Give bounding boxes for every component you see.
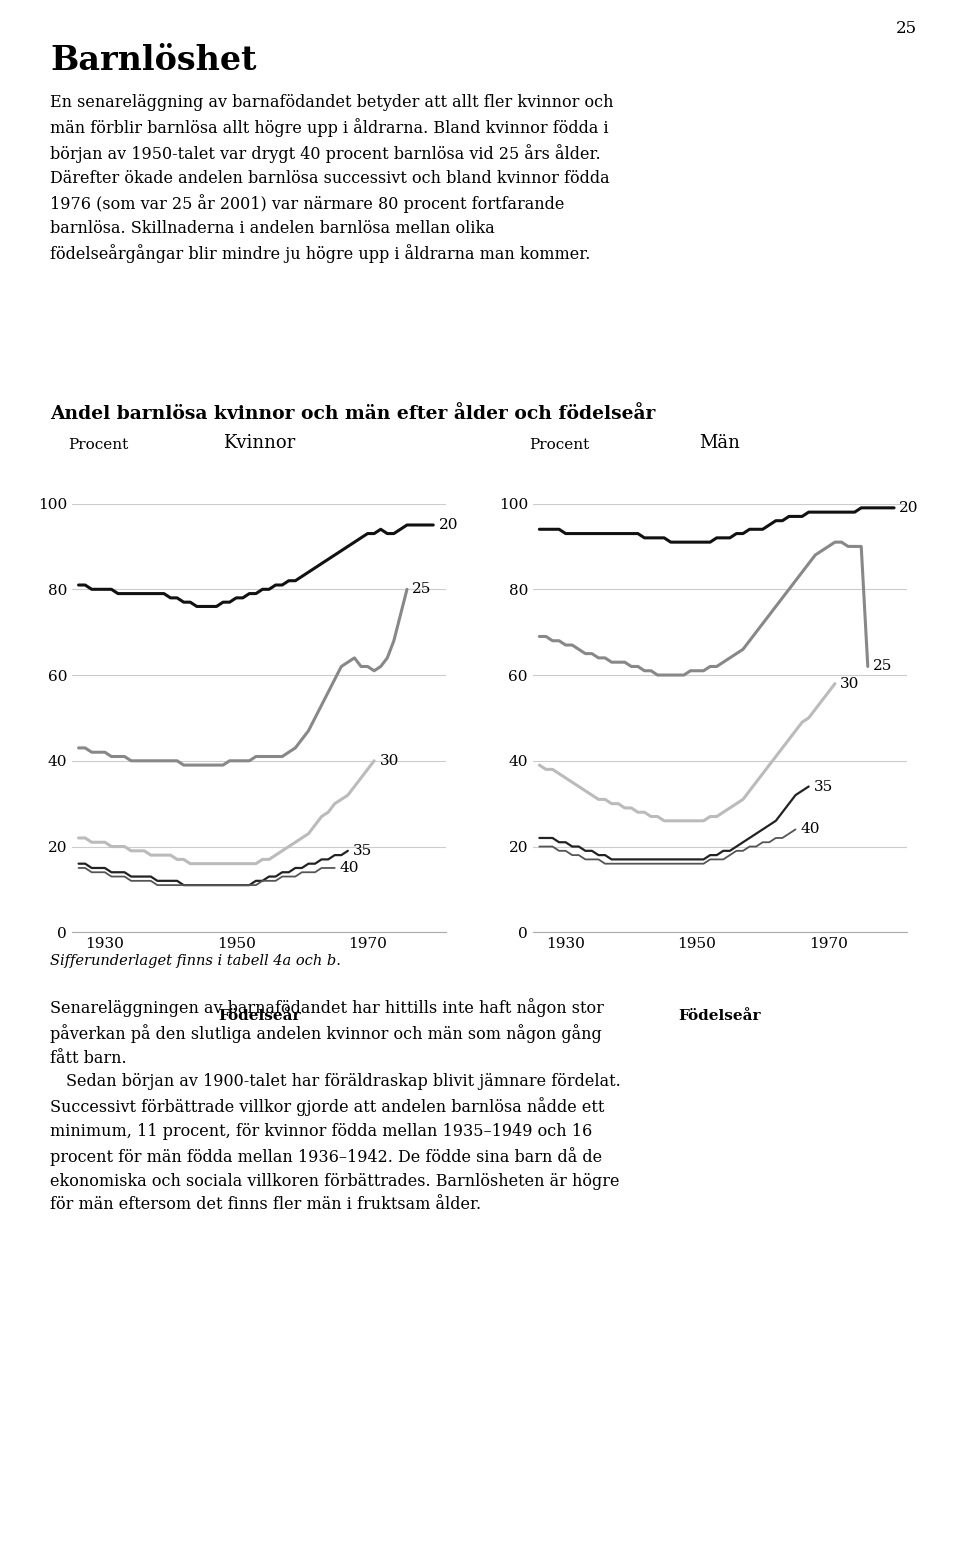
Text: Män: Män <box>700 433 740 452</box>
Text: 25: 25 <box>873 659 893 673</box>
Text: 35: 35 <box>353 843 372 857</box>
Text: 20: 20 <box>439 518 458 532</box>
Text: 20: 20 <box>900 500 919 514</box>
Text: Kvinnor: Kvinnor <box>223 433 296 452</box>
Text: Andel barnlösa kvinnor och män efter ålder och födelseår: Andel barnlösa kvinnor och män efter åld… <box>50 405 656 424</box>
Text: 25: 25 <box>412 583 432 596</box>
Text: Senareläggningen av barnafödandet har hittills inte haft någon stor
påverkan på : Senareläggningen av barnafödandet har hi… <box>50 998 621 1213</box>
Text: Procent: Procent <box>529 438 589 452</box>
Text: Födelseår: Födelseår <box>218 1010 300 1023</box>
Text: 25: 25 <box>896 20 917 37</box>
Text: 40: 40 <box>801 823 820 836</box>
Text: 30: 30 <box>840 677 859 691</box>
Text: Barnlöshet: Barnlöshet <box>50 44 256 76</box>
Text: 30: 30 <box>379 755 398 767</box>
Text: 40: 40 <box>340 861 359 875</box>
Text: Födelseår: Födelseår <box>679 1010 761 1023</box>
Text: En senareläggning av barnafödandet betyder att allt fler kvinnor och
män förblir: En senareläggning av barnafödandet betyd… <box>50 94 613 263</box>
Text: Sifferunderlaget finns i tabell 4a och b.: Sifferunderlaget finns i tabell 4a och b… <box>50 954 341 968</box>
Text: 35: 35 <box>814 780 833 794</box>
Text: Procent: Procent <box>68 438 129 452</box>
